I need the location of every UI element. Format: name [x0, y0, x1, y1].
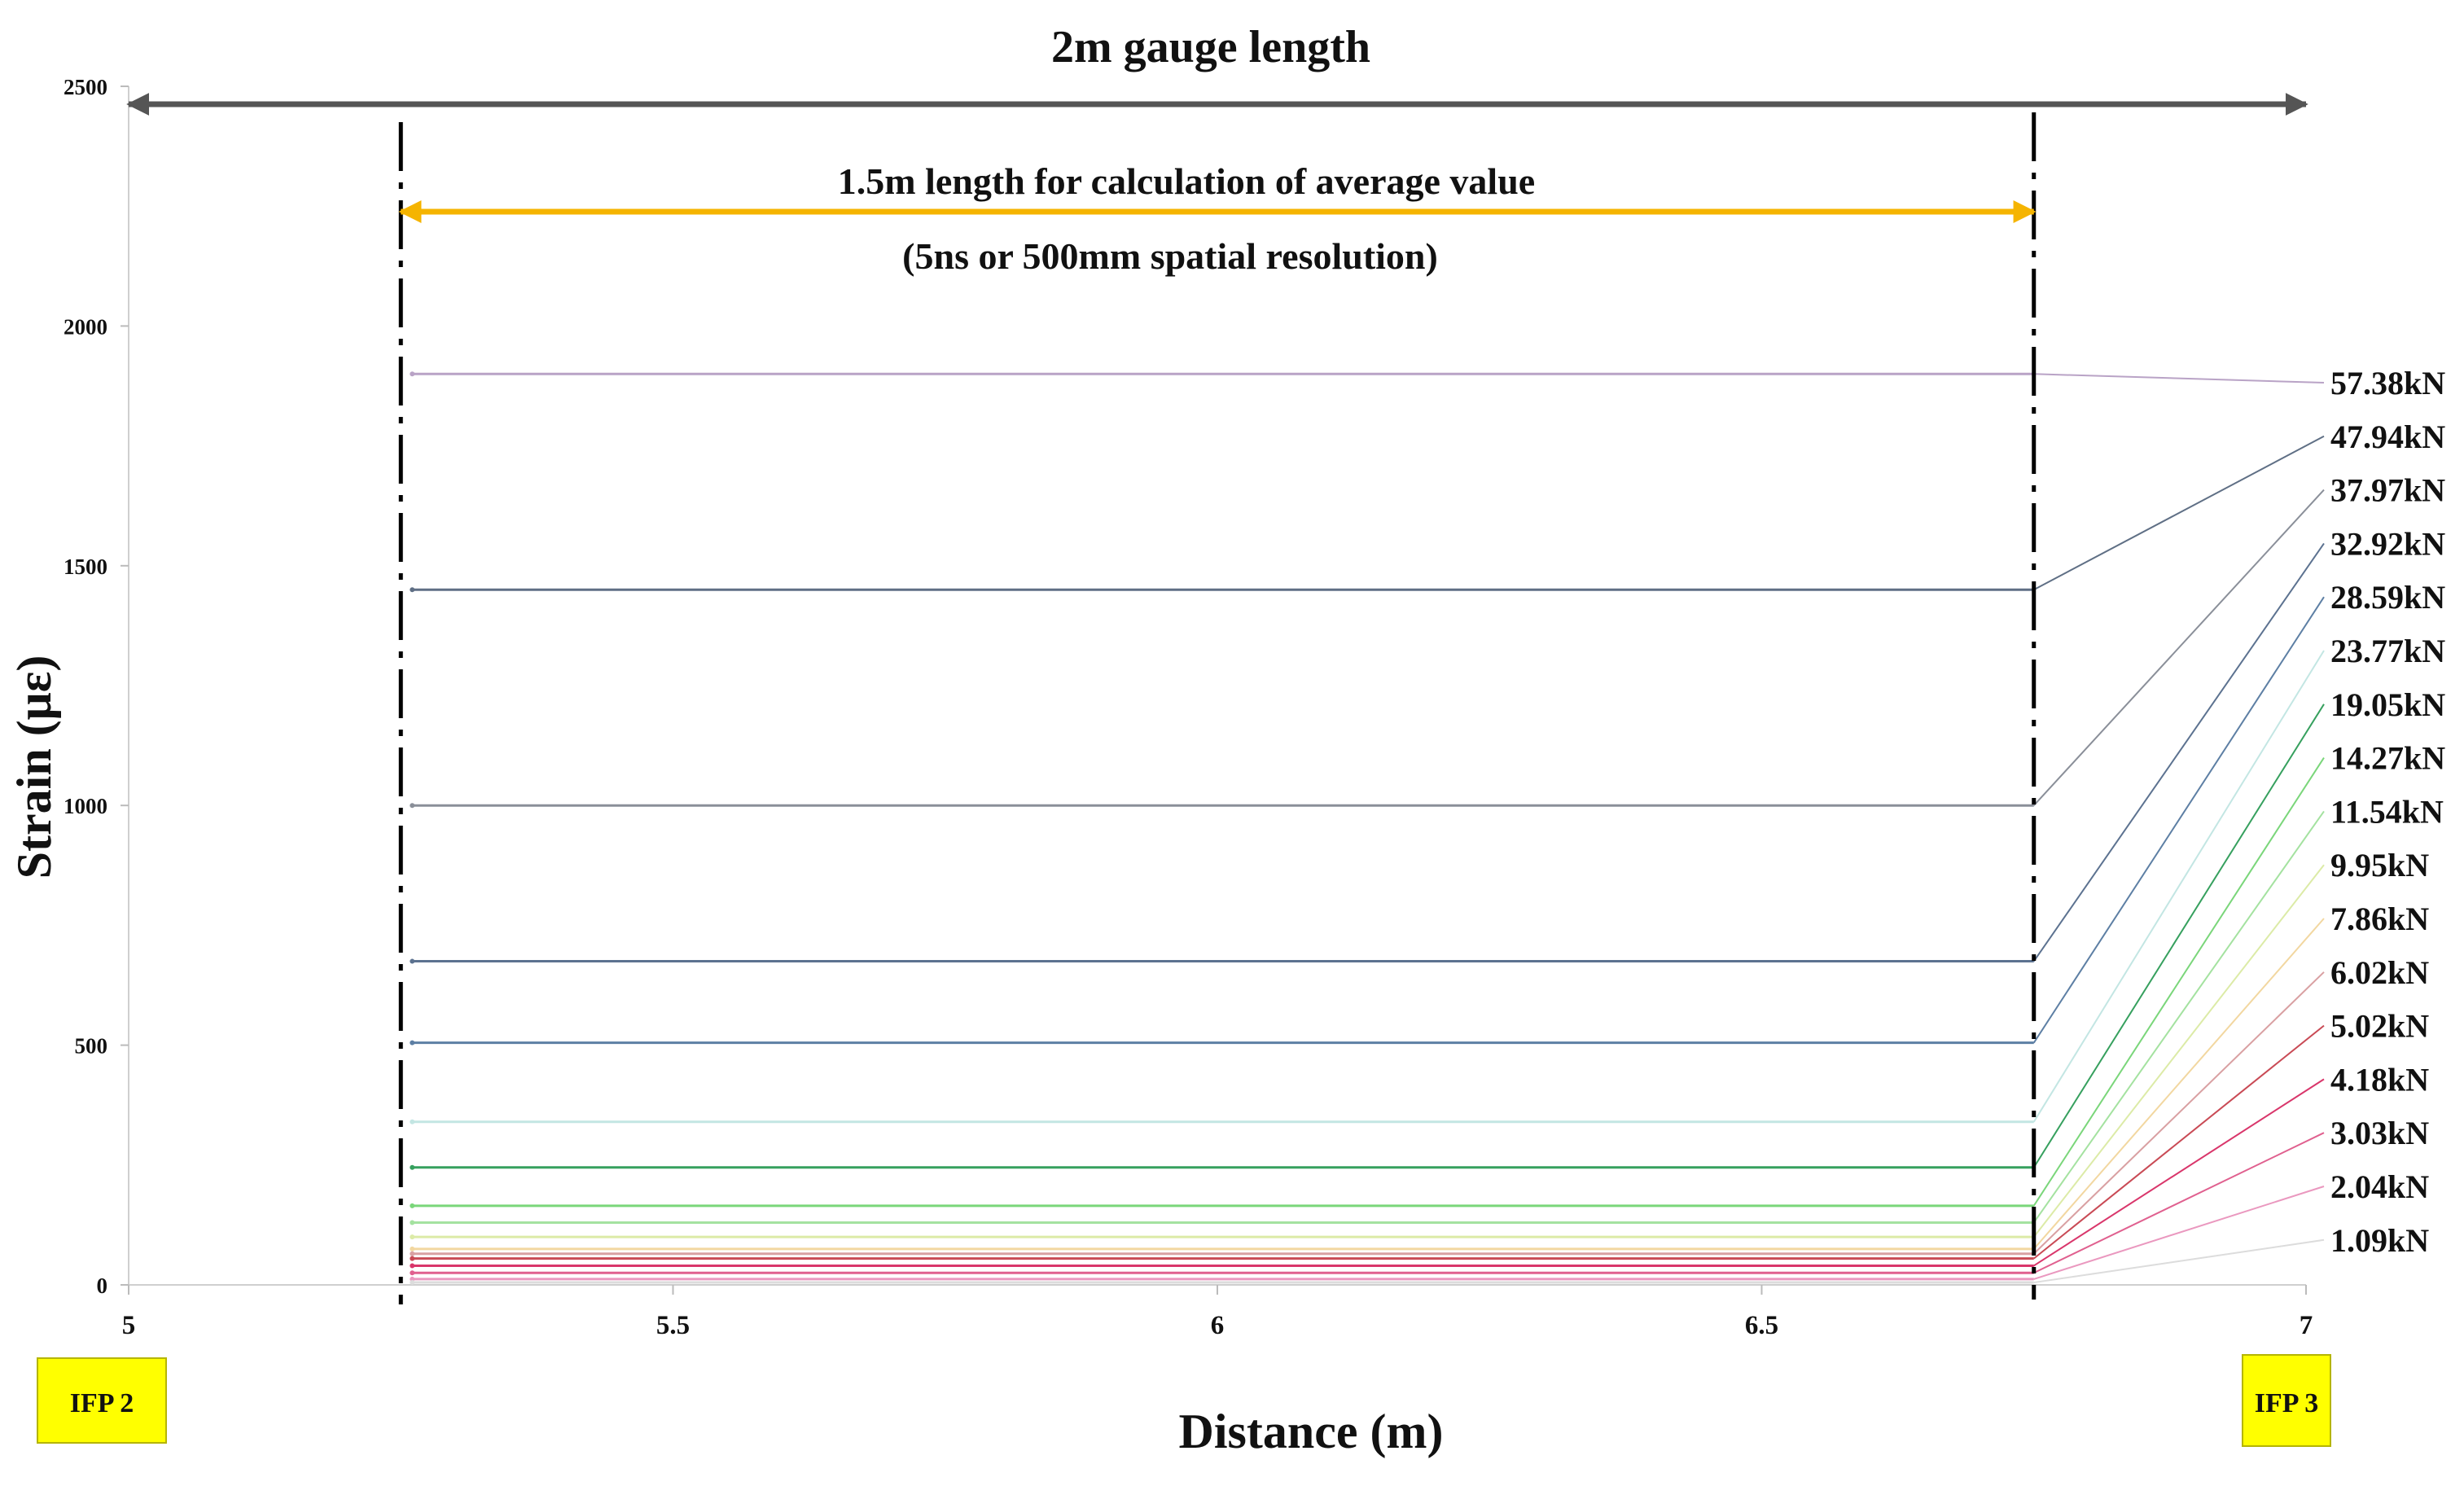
ifp2-label: IFP 2: [70, 1388, 134, 1418]
x-ticks: 5 5.5 6 6.5 7: [122, 1285, 2313, 1340]
series-leader-line: [2032, 704, 2325, 1168]
series-start-point: [410, 1276, 415, 1282]
series-start-point: [410, 1256, 415, 1261]
series-leader-line: [2033, 435, 2325, 591]
y-tick-label: 500: [75, 1034, 108, 1059]
series-start-point: [410, 1040, 415, 1045]
series-leader-line: [2033, 1024, 2325, 1260]
series-leader-line: [2032, 596, 2325, 1044]
series-leader-line: [2033, 1186, 2325, 1280]
series-label: 19.05kN: [2330, 686, 2445, 723]
series-label: 2.04kN: [2330, 1168, 2429, 1205]
series-label: 6.02kN: [2330, 954, 2429, 991]
series-start-point: [410, 371, 415, 377]
series-start-point: [410, 1119, 415, 1124]
series-leader-line: [2032, 650, 2325, 1123]
series-start-point: [410, 1251, 415, 1256]
series-label: 57.38kN: [2330, 365, 2445, 401]
series-label: 9.95kN: [2330, 847, 2429, 883]
series-label: 47.94kN: [2330, 419, 2445, 455]
y-ticks: 0 500 1000 1500 2000 2500: [64, 75, 129, 1298]
series-label: 3.03kN: [2330, 1115, 2429, 1151]
y-tick-label: 1500: [64, 555, 107, 579]
series-label: 23.77kN: [2330, 633, 2445, 669]
series-label: 11.54kN: [2330, 793, 2444, 830]
x-tick-label: 5.5: [656, 1311, 690, 1340]
series-leader-line: [2033, 971, 2325, 1255]
series-start-point: [410, 1220, 415, 1225]
series-label: 14.27kN: [2330, 740, 2445, 777]
x-tick-label: 6.5: [1745, 1311, 1778, 1340]
series-start-point: [410, 587, 415, 593]
series-start-point: [410, 1280, 415, 1286]
y-axis-title: Strain (με): [7, 655, 61, 879]
series-leader-line: [2033, 489, 2325, 806]
series-leader-line: [2032, 810, 2325, 1224]
series-leader-line: [2032, 757, 2325, 1207]
series-label: 32.92kN: [2330, 525, 2445, 562]
series-label: 28.59kN: [2330, 579, 2445, 616]
x-tick-label: 6: [1211, 1311, 1225, 1340]
series-labels: 57.38kN 47.94kN 37.97kN 32.92kN 28.59kN 23.77…: [2330, 365, 2445, 1259]
series-start-point: [410, 1234, 415, 1240]
series-start-point: [410, 1246, 415, 1251]
series-leader-line: [2033, 1132, 2325, 1274]
series-label: 1.09kN: [2330, 1222, 2429, 1259]
ifp3-label: IFP 3: [2255, 1388, 2318, 1418]
y-tick-label: 2000: [64, 314, 107, 339]
series-start-point: [410, 1203, 415, 1208]
calc-resolution-label: (5ns or 500mm spatial resolution): [902, 235, 1438, 277]
series-start-point: [410, 958, 415, 964]
series-start-point: [410, 1164, 415, 1170]
y-tick-label: 0: [97, 1273, 108, 1298]
series-label: 37.97kN: [2330, 472, 2445, 509]
series-label: 5.02kN: [2330, 1008, 2429, 1045]
ifp3-marker: IFP 3: [2242, 1354, 2331, 1447]
series-leader-line: [2033, 1078, 2325, 1267]
series-start-point: [410, 1270, 415, 1276]
y-tick-label: 1000: [64, 794, 107, 818]
series-leader-line: [2032, 864, 2325, 1238]
series-leader-line: [2033, 1238, 2325, 1284]
x-tick-label: 7: [2300, 1311, 2313, 1340]
x-tick-label: 5: [122, 1311, 136, 1340]
series-start-point: [410, 1263, 415, 1269]
series-label: 4.18kN: [2330, 1061, 2429, 1098]
calc-length-label: 1.5m length for calculation of average v…: [838, 160, 1535, 202]
ifp2-marker: IFP 2: [37, 1357, 167, 1444]
series-start-point: [410, 803, 415, 809]
series-lines: [410, 371, 2325, 1286]
x-axis-title: Distance (m): [1179, 1405, 1444, 1458]
series-label: 7.86kN: [2330, 901, 2429, 937]
y-tick-label: 2500: [64, 75, 107, 99]
gauge-length-label: 2m gauge length: [1051, 22, 1370, 72]
series-leader-line: [2033, 373, 2325, 384]
series-leader-line: [2032, 918, 2325, 1250]
series-leader-line: [2032, 542, 2325, 962]
